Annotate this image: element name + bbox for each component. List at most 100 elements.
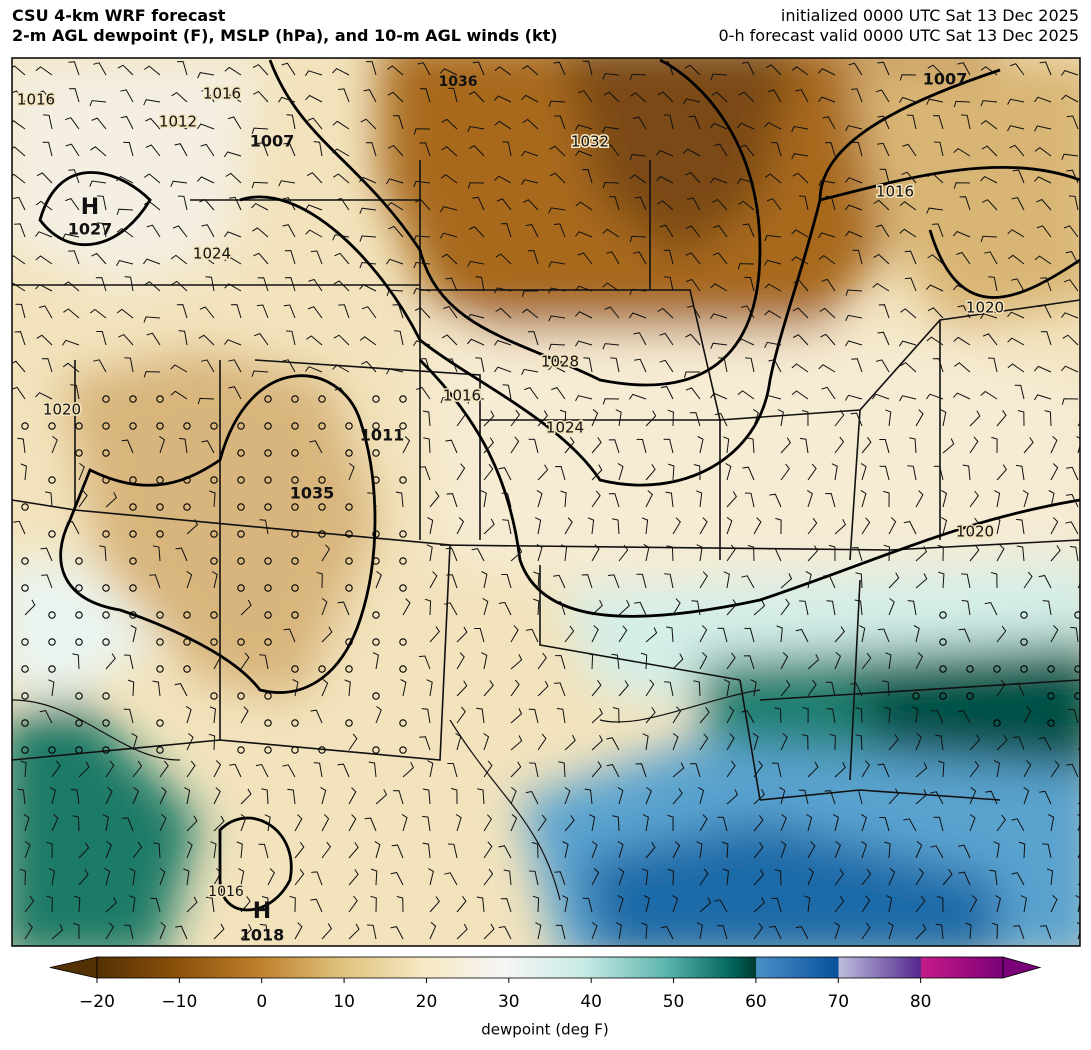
wind-barb	[388, 225, 404, 238]
wind-barb	[91, 117, 107, 130]
calm-wind	[291, 422, 299, 430]
wind-barb	[710, 122, 728, 130]
wind-barb	[860, 489, 867, 508]
wind-barb	[672, 841, 681, 859]
wind-barb	[385, 258, 404, 265]
wind-barb	[791, 256, 809, 265]
wind-barb	[1042, 843, 1052, 859]
wind-barb	[845, 314, 863, 322]
wind-barb	[51, 924, 64, 940]
wind-barb	[723, 436, 730, 454]
wind-barb	[45, 491, 53, 508]
wind-barb	[629, 154, 647, 161]
wind-barb	[1017, 410, 1025, 427]
wind-barb	[618, 867, 625, 886]
calm-wind	[1074, 665, 1080, 673]
wind-barb	[495, 307, 512, 319]
wind-barb	[1061, 312, 1079, 319]
wind-barb	[586, 652, 594, 670]
calm-wind	[318, 422, 326, 430]
wind-barb	[359, 235, 377, 242]
wind-barb	[240, 923, 252, 940]
wind-barb	[456, 706, 466, 724]
wind-barb	[1070, 626, 1079, 643]
wind-barb	[365, 142, 377, 157]
calm-wind	[75, 692, 83, 700]
wind-barb	[386, 289, 404, 297]
wind-barb	[68, 61, 80, 76]
wind-barb	[261, 788, 269, 805]
wind-barb	[548, 287, 566, 294]
wind-barb	[370, 868, 378, 886]
wind-barb	[387, 65, 404, 76]
wind-barb	[120, 89, 134, 103]
wind-barb	[683, 371, 700, 378]
wind-barb	[879, 465, 890, 481]
wind-barb	[582, 897, 593, 913]
wind-barb	[199, 198, 215, 211]
wind-barb	[726, 491, 738, 508]
calm-wind	[291, 395, 299, 403]
calm-wind	[156, 476, 164, 484]
wind-barb	[144, 65, 161, 76]
wind-barb	[879, 817, 890, 832]
wind-barb	[935, 734, 944, 751]
wind-barb	[37, 90, 53, 103]
wind-barb	[861, 868, 872, 886]
wind-barb	[446, 358, 458, 373]
wind-barb	[834, 841, 842, 859]
wind-barb	[583, 357, 593, 373]
wind-barb	[35, 255, 53, 265]
wind-barb	[802, 706, 809, 724]
wind-barb	[941, 489, 948, 508]
wind-barb	[753, 815, 764, 832]
wind-barb	[982, 333, 998, 346]
wind-barb	[780, 652, 789, 670]
wind-barb	[744, 492, 755, 508]
calm-wind	[102, 476, 110, 484]
wind-barb	[429, 571, 438, 589]
wind-barb	[1023, 706, 1032, 724]
wind-barb	[845, 177, 863, 184]
wind-barb	[932, 115, 944, 130]
wind-barb	[374, 840, 381, 859]
calm-wind	[156, 503, 164, 511]
wind-barb	[958, 844, 971, 859]
wind-barb	[885, 652, 892, 670]
wind-barb	[251, 370, 269, 377]
wind-barb	[956, 251, 971, 265]
wind-barb	[23, 813, 30, 832]
wind-barb	[913, 625, 920, 643]
wind-barb	[228, 386, 242, 400]
wind-barb	[500, 223, 512, 238]
wind-barb	[105, 896, 117, 913]
wind-barb	[131, 732, 138, 751]
wind-barb	[930, 791, 944, 805]
wind-barb	[282, 224, 296, 238]
wind-barb	[501, 492, 512, 508]
colorbar-tick-label: 80	[910, 992, 932, 1012]
calm-wind	[156, 422, 164, 430]
wind-barb	[875, 89, 890, 103]
wind-barb	[953, 336, 971, 346]
wind-barb	[176, 304, 188, 319]
wind-barb	[902, 143, 917, 157]
wind-barb	[888, 788, 900, 805]
wind-barb	[753, 600, 766, 616]
wind-barb	[689, 412, 701, 427]
wind-barb	[942, 438, 955, 454]
wind-barb	[575, 311, 593, 319]
wind-barb	[456, 409, 466, 427]
wind-barb	[527, 250, 539, 265]
wind-barb	[664, 681, 674, 697]
wind-barb	[591, 490, 601, 508]
calm-wind	[291, 665, 299, 673]
wind-barb	[78, 842, 90, 859]
wind-barb	[726, 706, 735, 724]
wind-barb	[824, 790, 836, 805]
wind-barb	[12, 146, 26, 157]
wind-barb	[641, 517, 649, 535]
wind-barb	[423, 437, 431, 454]
wind-barb	[150, 897, 161, 913]
wind-barb	[1011, 818, 1025, 832]
